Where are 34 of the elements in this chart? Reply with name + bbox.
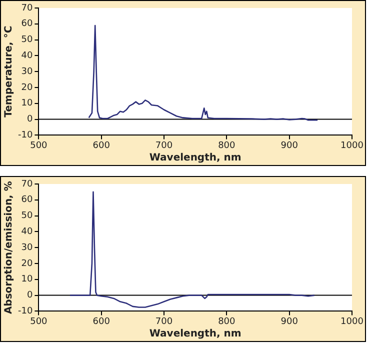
y-tick-label: 0 [26,290,33,301]
y-tick-label: 70 [21,3,33,14]
x-tick-label: 600 [92,317,110,328]
x-tick-label: 800 [218,141,236,152]
y-tick-label: 20 [21,82,33,93]
x-axis-title: Wavelength, nm [149,328,242,340]
y-tick-label: 40 [21,51,33,62]
x-tick-label: 500 [30,141,48,152]
y-tick-label: 10 [21,98,33,109]
x-tick-label: 1000 [340,141,364,152]
y-tick-label: 20 [21,258,33,269]
x-tick-label: 700 [155,317,173,328]
y-tick-label: 60 [21,19,33,30]
y-tick-label: 40 [21,227,33,238]
y-tick-label: 60 [21,195,33,206]
x-tick-label: 500 [30,317,48,328]
x-tick-label: 900 [280,141,298,152]
y-tick-label: 30 [21,242,33,253]
y-tick-label: -10 [18,130,33,141]
x-tick-label: 700 [155,141,173,152]
y-tick-label: 10 [21,274,33,285]
y-tick-label: 0 [26,114,33,125]
x-tick-label: 1000 [340,317,364,328]
y-tick-label: 30 [21,66,33,77]
y-axis-title: Absorption/emission, % [4,181,15,314]
y-tick-label: 70 [21,179,33,190]
x-tick-label: 800 [218,317,236,328]
x-tick-label: 900 [280,317,298,328]
y-tick-label: -10 [18,306,33,317]
y-tick-label: 50 [21,211,33,222]
y-tick-label: 50 [21,35,33,46]
y-axis-title: Temperature, °C [4,26,15,118]
x-tick-label: 600 [92,141,110,152]
x-axis-title: Wavelength, nm [149,152,242,164]
